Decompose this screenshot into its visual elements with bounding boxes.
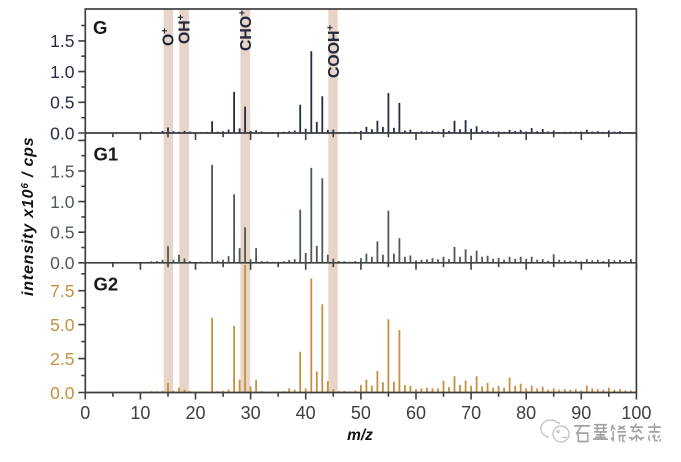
- svg-text:m/z: m/z: [347, 427, 373, 444]
- svg-text:30: 30: [241, 403, 261, 423]
- svg-text:CHO+: CHO+: [238, 10, 256, 51]
- svg-text:7.5: 7.5: [50, 281, 74, 301]
- svg-text:10: 10: [130, 403, 150, 423]
- svg-text:20: 20: [185, 403, 205, 423]
- svg-text:60: 60: [406, 403, 426, 423]
- svg-text:1.5: 1.5: [50, 31, 74, 51]
- svg-text:70: 70: [461, 403, 481, 423]
- svg-text:40: 40: [296, 403, 316, 423]
- svg-text:OH+: OH+: [176, 14, 194, 44]
- svg-text:COOH+: COOH+: [325, 25, 343, 78]
- svg-text:1.0: 1.0: [50, 62, 75, 82]
- svg-text:1.5: 1.5: [50, 161, 74, 181]
- svg-text:0: 0: [80, 403, 90, 423]
- svg-text:G: G: [93, 17, 107, 38]
- svg-text:0.5: 0.5: [50, 223, 74, 243]
- svg-text:G1: G1: [94, 144, 119, 165]
- svg-text:0.5: 0.5: [50, 93, 74, 113]
- svg-text:0.0: 0.0: [50, 253, 75, 273]
- svg-text:0.0: 0.0: [50, 383, 75, 403]
- svg-text:2.5: 2.5: [50, 349, 74, 369]
- svg-text:0.0: 0.0: [50, 123, 75, 143]
- svg-text:5.0: 5.0: [50, 315, 75, 335]
- svg-text:100: 100: [621, 403, 651, 423]
- svg-text:50: 50: [351, 403, 371, 423]
- svg-text:G2: G2: [94, 274, 119, 295]
- svg-text:intensity x106 / cps: intensity x106 / cps: [20, 137, 37, 296]
- svg-text:80: 80: [516, 403, 536, 423]
- svg-text:1.0: 1.0: [50, 192, 75, 212]
- svg-text:90: 90: [571, 403, 591, 423]
